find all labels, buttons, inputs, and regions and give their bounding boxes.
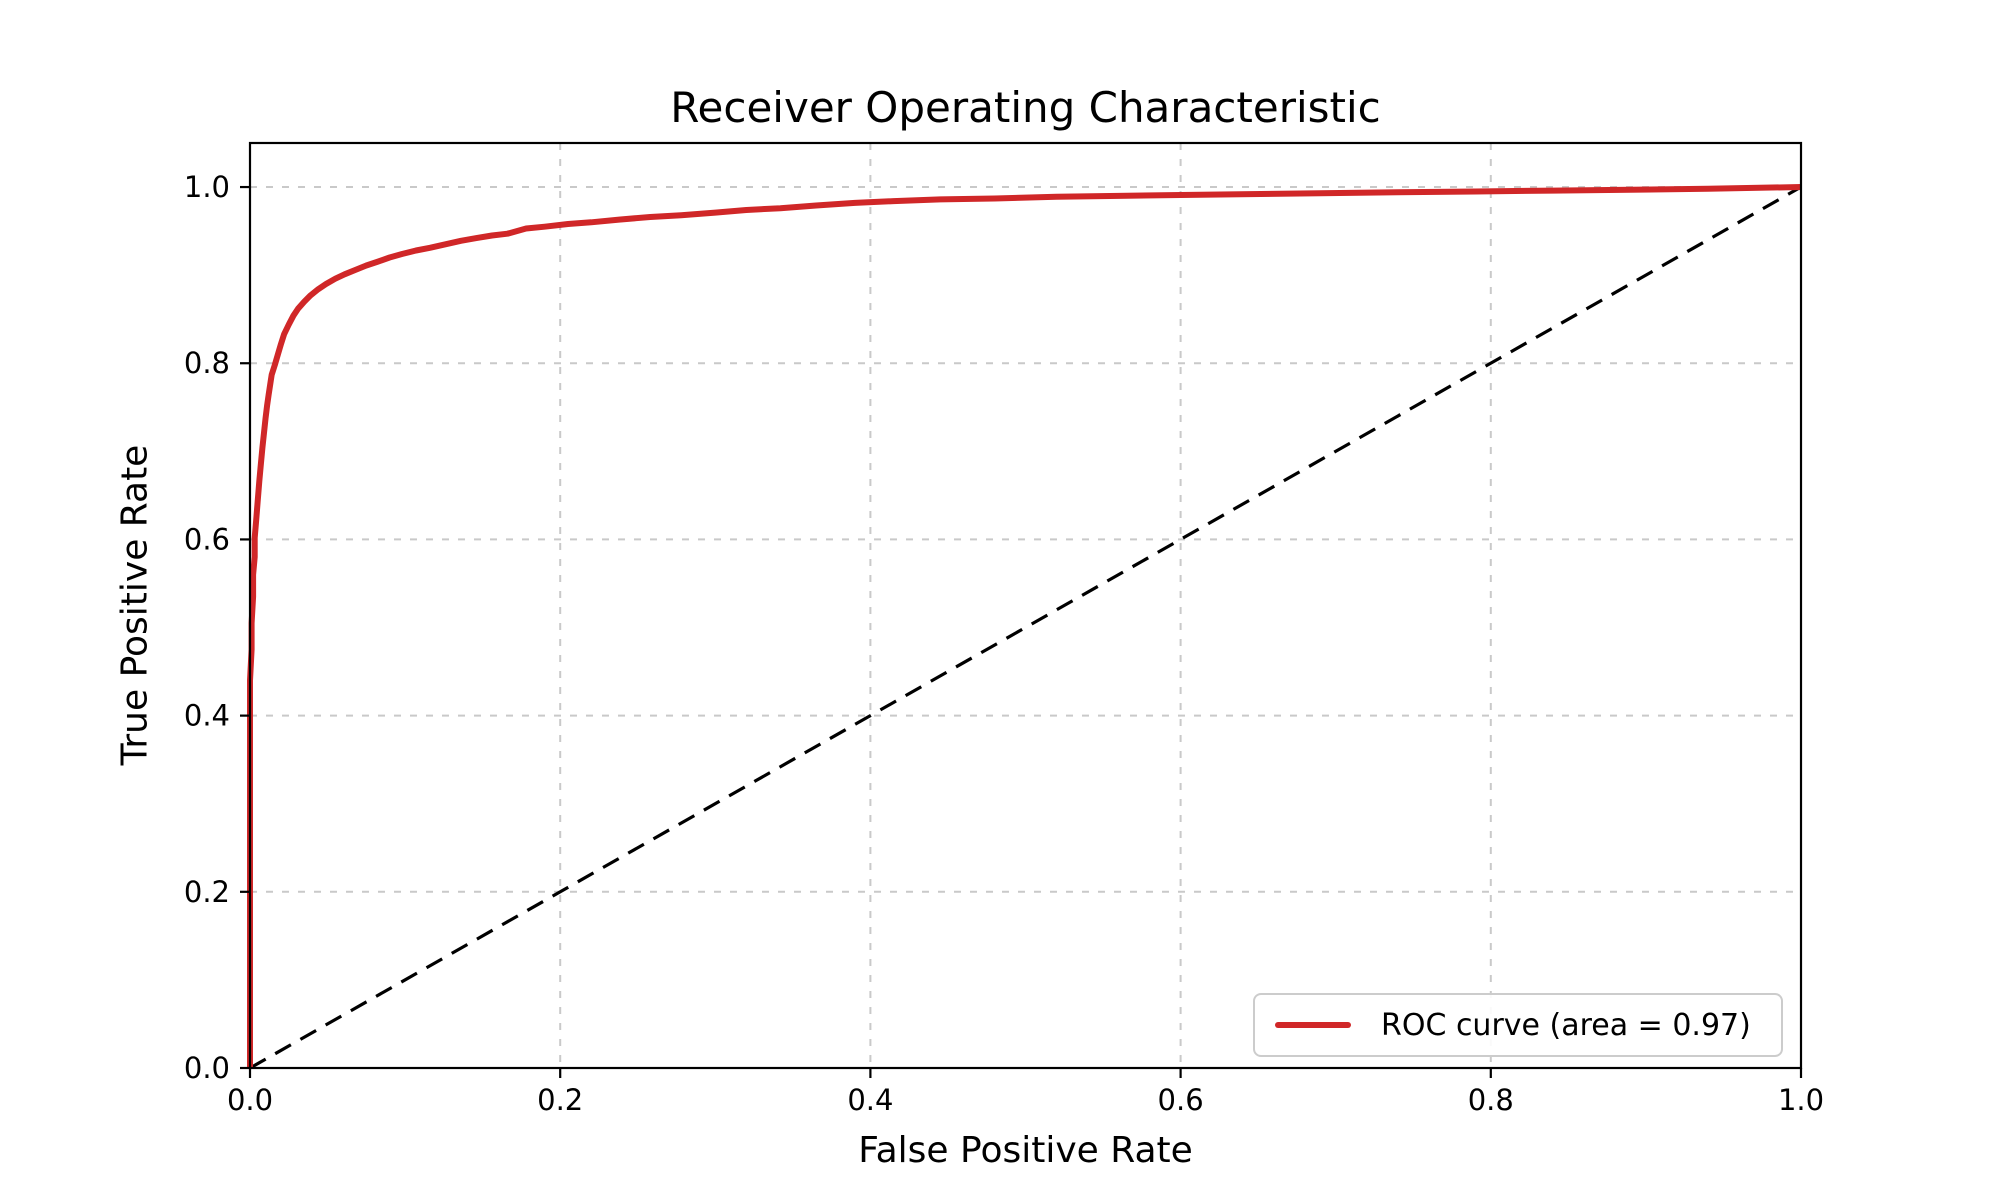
x-tick-label: 1.0: [1778, 1083, 1824, 1117]
y-tick-label: 0.2: [184, 875, 230, 909]
roc-curve-legend-label: ROC curve (area = 0.97): [1381, 1007, 1751, 1043]
chance-diagonal-line: [249, 185, 1802, 1070]
y-tick-label: 0.8: [184, 346, 230, 380]
roc-curve-line: [247, 184, 1802, 1068]
y-tick-label: 0.4: [184, 699, 230, 733]
y-axis-label: True Positive Rate: [114, 444, 156, 766]
roc-curve-legend-swatch: [1275, 1022, 1351, 1028]
plot-border: [248, 141, 1803, 1070]
x-tick-label: 0.4: [847, 1083, 893, 1117]
x-tick-label: 0.8: [1468, 1083, 1514, 1117]
legend: ROC curve (area = 0.97): [1253, 993, 1783, 1057]
x-tick-label: 0.0: [227, 1083, 273, 1117]
y-tick-label: 0.6: [184, 522, 230, 556]
x-tick-label: 0.2: [537, 1083, 583, 1117]
y-tick-label: 0.0: [184, 1051, 230, 1085]
y-tick-label: 1.0: [184, 170, 230, 204]
x-tick-label: 0.6: [1158, 1083, 1204, 1117]
x-axis-label: False Positive Rate: [858, 1130, 1193, 1171]
chart-title: Receiver Operating Characteristic: [670, 83, 1381, 132]
